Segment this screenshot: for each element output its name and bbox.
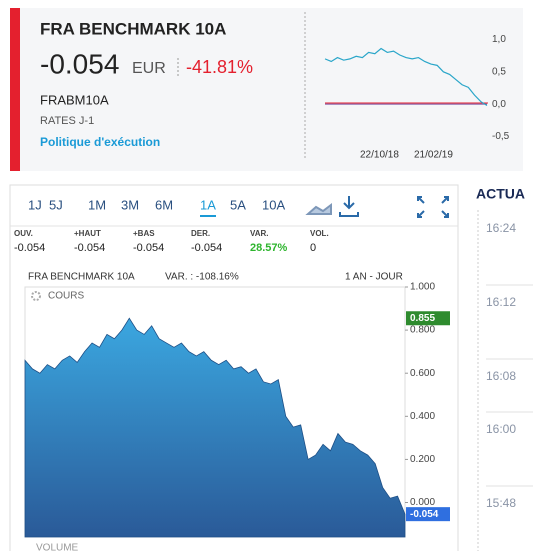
stat-label: VAR. bbox=[250, 229, 269, 238]
news-time[interactable]: 16:00 bbox=[486, 422, 516, 436]
stat-label: +BAS bbox=[133, 229, 155, 238]
news-time[interactable]: 16:08 bbox=[486, 369, 516, 383]
title: FRA BENCHMARK 10A bbox=[40, 19, 226, 38]
volume-legend: VOLUME bbox=[36, 543, 79, 551]
stat-value: 0 bbox=[310, 242, 316, 254]
stat-value: -0.054 bbox=[191, 242, 222, 254]
accent-bar bbox=[10, 8, 20, 171]
news-time[interactable]: 15:48 bbox=[486, 496, 516, 510]
stat-value: -0.054 bbox=[133, 242, 164, 254]
y-tick-label: 0,0 bbox=[492, 99, 506, 110]
price-tag-label: 0.855 bbox=[410, 313, 435, 324]
price-tag bbox=[406, 507, 450, 522]
y-tick-label: 1.000 bbox=[410, 282, 435, 293]
chart-title: FRA BENCHMARK 10A bbox=[28, 272, 135, 283]
x-tick-label: 21/02/19 bbox=[414, 150, 453, 161]
y-tick-label: 0.600 bbox=[410, 368, 435, 379]
stat-label: DER. bbox=[191, 229, 210, 238]
y-tick-label: -0,5 bbox=[492, 131, 510, 142]
news-time[interactable]: 16:12 bbox=[486, 295, 516, 309]
price: -0.054 bbox=[40, 48, 119, 79]
price-tag bbox=[406, 311, 450, 326]
y-tick-label: 0.800 bbox=[410, 325, 435, 336]
period-button[interactable]: 6M bbox=[155, 197, 173, 212]
period-button[interactable]: 1J bbox=[28, 197, 42, 212]
stat-label: +HAUT bbox=[74, 229, 101, 238]
period-button[interactable]: 10A bbox=[262, 197, 285, 212]
period-button[interactable]: 1A bbox=[200, 197, 216, 212]
legend: COURS bbox=[48, 291, 84, 302]
price-area bbox=[24, 317, 406, 538]
x-tick-label: 22/10/18 bbox=[360, 150, 399, 161]
chart-type-icon[interactable] bbox=[305, 203, 332, 215]
quote-card bbox=[10, 8, 523, 171]
market: RATES J-1 bbox=[40, 115, 94, 127]
news-time[interactable]: 16:24 bbox=[486, 221, 516, 235]
currency: EUR bbox=[132, 60, 166, 77]
period-button[interactable]: 5A bbox=[230, 197, 246, 212]
mini-line bbox=[324, 47, 488, 106]
range: 1 AN - JOUR bbox=[345, 272, 403, 283]
news-title: ACTUA bbox=[476, 186, 525, 202]
period-button[interactable]: 1M bbox=[88, 197, 106, 212]
y-tick-label: 0.400 bbox=[410, 411, 435, 422]
stat-label: OUV. bbox=[14, 229, 33, 238]
link[interactable]: Politique d'exécution bbox=[40, 135, 160, 149]
change: -41.81% bbox=[186, 57, 253, 77]
legend-icon bbox=[31, 291, 41, 301]
y-tick-label: 0.000 bbox=[410, 497, 435, 508]
period-button[interactable]: 5J bbox=[49, 197, 63, 212]
stat-value: 28.57% bbox=[250, 242, 288, 254]
stat-value: -0.054 bbox=[74, 242, 105, 254]
variation: VAR. : -108.16% bbox=[165, 272, 239, 283]
period-button[interactable]: 3M bbox=[121, 197, 139, 212]
stat-label: VOL. bbox=[310, 229, 329, 238]
y-tick-label: 0.200 bbox=[410, 454, 435, 465]
price-tag-label: -0.054 bbox=[410, 509, 439, 520]
symbol: FRABM10A bbox=[40, 92, 109, 107]
y-tick-label: 1,0 bbox=[492, 34, 506, 45]
y-tick-label: 0,5 bbox=[492, 66, 506, 77]
stat-value: -0.054 bbox=[14, 242, 45, 254]
fullscreen-icon[interactable] bbox=[417, 196, 449, 218]
download-icon[interactable] bbox=[339, 196, 359, 217]
